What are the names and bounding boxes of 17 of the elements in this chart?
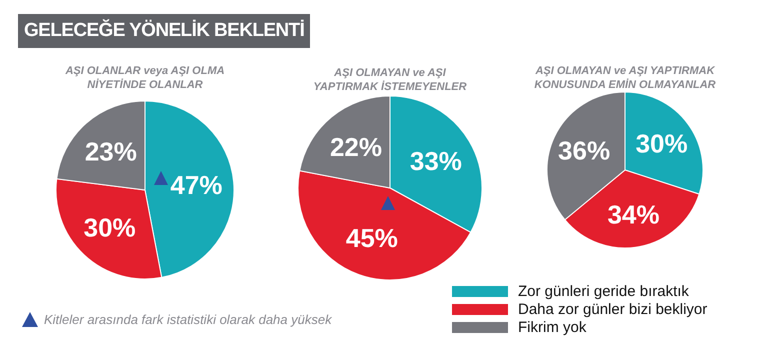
data-label: 33% — [410, 146, 462, 176]
data-label: 36% — [558, 136, 610, 166]
text: Kitleler arasında fark istatistiki olarak daha yüksek — [44, 312, 332, 327]
chart-title: GELECEĞE YÖNELİK BEKLENTİ — [18, 14, 310, 48]
legend-label: Daha zor günler bizi bekliyor — [518, 300, 708, 318]
data-label: 30% — [636, 128, 688, 158]
chart-title: AŞI OLMAYAN ve AŞI YAPTIRMAK KONUSUNDA EMİN OLMAYANLAR — [533, 64, 717, 92]
data-label: 45% — [346, 223, 398, 254]
data-label: 23% — [84, 136, 137, 166]
legend-label: Fikrim yok — [518, 318, 586, 336]
chart-title: AŞI OLMAYAN ve AŞI YAPTIRMAK İSTEMEYENLER — [312, 66, 468, 94]
chart-subtitle: AŞI OLANLAR veya AŞI OLMA NİYETİNDE OLANLAR — [64, 64, 226, 92]
data-label: 22% — [330, 132, 382, 162]
data-label: 30% — [84, 212, 136, 243]
legend-label: Zor günleri geride bıraktık — [518, 282, 689, 300]
data-label: 34% — [607, 199, 660, 230]
data-label: 47% — [170, 170, 222, 200]
